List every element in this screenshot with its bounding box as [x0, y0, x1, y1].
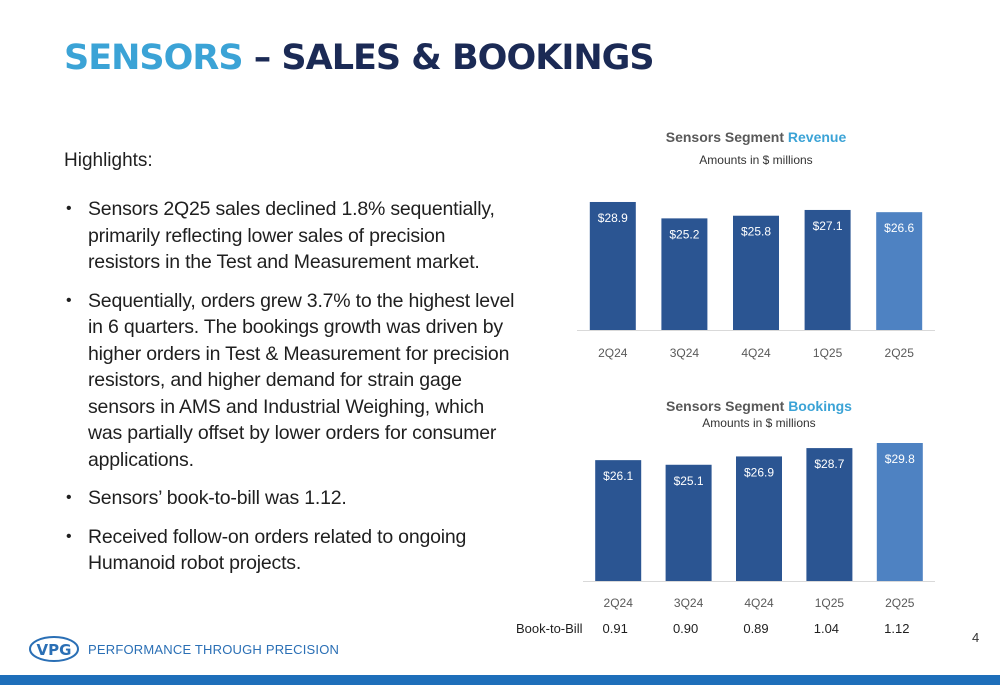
bar-bookings-2Q24: [595, 460, 642, 581]
chart-subtitle-revenue: Amounts in $ millions: [699, 153, 812, 167]
page-title: SENSORS – SALES & BOOKINGS: [64, 38, 655, 78]
bar-revenue-2Q25: [876, 212, 923, 330]
x-tick-bookings-1Q25: 1Q25: [815, 596, 845, 610]
highlight-text: Sensors’ book-to-bill was 1.12.: [88, 487, 347, 509]
data-label-bookings-1Q25: $28.7: [814, 457, 844, 471]
x-tick-revenue-1Q25: 1Q25: [813, 346, 843, 360]
highlight-text: Sequentially, orders grew 3.7% to the hi…: [88, 289, 515, 471]
data-label-revenue-2Q25: $26.6: [884, 221, 914, 235]
vpg-logo: VPG PERFORMANCE THROUGH PRECISION: [28, 634, 339, 664]
bottom-accent-bar: [0, 675, 1000, 685]
highlight-item: • Sensors 2Q25 sales declined 1.8% sequen…: [64, 196, 519, 276]
highlight-item: • Received follow-on orders related to on…: [64, 524, 519, 577]
data-label-revenue-4Q24: $25.8: [741, 225, 771, 239]
chart-title-prefix: Sensors Segment: [666, 398, 788, 414]
data-label-revenue-1Q25: $27.1: [813, 219, 843, 233]
highlight-item: • Sequentially, orders grew 3.7% to the h…: [64, 288, 519, 474]
highlights-list: • Sensors 2Q25 sales declined 1.8% sequen…: [64, 196, 519, 589]
data-label-revenue-3Q24: $25.2: [669, 227, 699, 241]
chart-title-accent: Revenue: [788, 129, 847, 145]
chart-title-revenue: Sensors Segment Revenue: [666, 129, 847, 145]
bullet-icon: •: [66, 489, 72, 506]
x-tick-revenue-3Q24: 3Q24: [670, 346, 700, 360]
book-to-bill-value-2Q25: 1.12: [884, 621, 909, 636]
x-tick-bookings-2Q24: 2Q24: [604, 596, 634, 610]
data-label-bookings-2Q24: $26.1: [603, 469, 633, 483]
vpg-logo-icon: VPG: [29, 636, 79, 662]
highlight-item: • Sensors’ book-to-bill was 1.12.: [64, 485, 519, 512]
x-tick-bookings-4Q24: 4Q24: [744, 596, 774, 610]
chart-title-bookings: Sensors Segment Bookings: [666, 398, 852, 414]
x-tick-bookings-2Q25: 2Q25: [885, 596, 915, 610]
x-tick-bookings-3Q24: 3Q24: [674, 596, 704, 610]
bullet-icon: •: [66, 291, 72, 309]
book-to-bill-value-3Q24: 0.90: [673, 621, 698, 636]
chart-title-accent: Bookings: [788, 398, 852, 414]
bullet-icon: •: [66, 200, 72, 217]
bullet-icon: •: [66, 527, 72, 545]
bar-revenue-2Q24: [589, 201, 636, 330]
x-tick-revenue-4Q24: 4Q24: [741, 346, 771, 360]
page-title-accent: SENSORS: [64, 38, 244, 78]
bar-bookings-4Q24: [736, 456, 782, 581]
book-to-bill-value-4Q24: 0.89: [743, 621, 768, 636]
highlight-text: Sensors 2Q25 sales declined 1.8% sequent…: [88, 198, 495, 273]
data-label-bookings-2Q25: $29.8: [885, 452, 915, 466]
chart-subtitle-bookings: Amounts in $ millions: [702, 416, 815, 430]
bar-revenue-4Q24: [733, 215, 779, 330]
highlight-text: Received follow-on orders related to ong…: [88, 525, 467, 575]
chart-title-prefix: Sensors Segment: [666, 129, 788, 145]
x-tick-revenue-2Q24: 2Q24: [598, 346, 628, 360]
bar-revenue-1Q25: [804, 209, 851, 330]
vpg-logo-text: VPG: [37, 641, 72, 659]
highlights-label: Highlights:: [64, 150, 153, 171]
page-number: 4: [972, 630, 980, 645]
book-to-bill-value-2Q24: 0.91: [603, 621, 628, 636]
data-label-revenue-2Q24: $28.9: [598, 211, 628, 225]
x-tick-revenue-2Q25: 2Q25: [885, 346, 915, 360]
bar-bookings-2Q25: [876, 443, 923, 581]
bar-revenue-3Q24: [661, 218, 708, 330]
bar-bookings-1Q25: [806, 448, 853, 581]
data-label-bookings-3Q24: $25.1: [674, 474, 704, 488]
book-to-bill-value-1Q25: 1.04: [814, 621, 839, 636]
page-title-rest: – SALES & BOOKINGS: [242, 38, 655, 78]
data-label-bookings-4Q24: $26.9: [744, 465, 774, 479]
book-to-bill-label: Book-to-Bill: [516, 621, 583, 636]
bar-bookings-3Q24: [665, 464, 712, 581]
logo-tagline: PERFORMANCE THROUGH PRECISION: [88, 641, 340, 657]
